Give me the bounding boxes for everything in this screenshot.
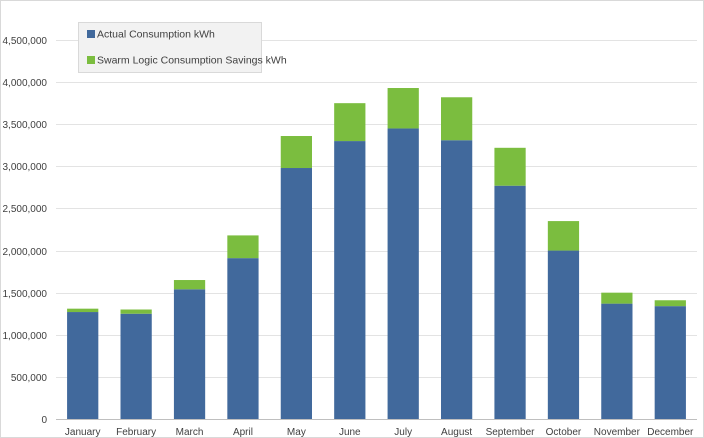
bar-savings-february: [120, 309, 152, 314]
bar-savings-may: [280, 136, 312, 169]
bar-actual-april: [227, 258, 259, 419]
x-tick-label: February: [116, 427, 156, 438]
bar-savings-june: [334, 103, 366, 142]
bar-actual-january: [67, 312, 99, 419]
bar-actual-october: [547, 250, 580, 419]
bar-actual-june: [334, 141, 366, 419]
bar-actual-february: [120, 313, 152, 419]
x-tick-label: July: [394, 427, 412, 438]
y-tick-label: 1,500,000: [3, 289, 48, 300]
bar-actual-september: [494, 185, 526, 419]
x-tick-label: May: [287, 427, 306, 438]
x-axis-tick-labels: January February March April May June July Augu…: [65, 427, 694, 438]
y-tick-label: 3,000,000: [3, 162, 48, 173]
y-tick-label: 4,500,000: [3, 36, 48, 47]
bar-savings-november: [601, 292, 633, 304]
legend-swatch-actual: [87, 30, 95, 38]
bars: [67, 88, 686, 419]
x-tick-label: October: [546, 427, 582, 438]
y-tick-label: 0: [41, 415, 47, 426]
x-tick-label: December: [647, 427, 694, 438]
bar-savings-october: [547, 221, 580, 251]
x-tick-label: March: [176, 427, 204, 438]
x-tick-label: September: [486, 427, 536, 438]
bar-savings-august: [441, 97, 473, 141]
x-tick-label: April: [233, 427, 253, 438]
bar-actual-november: [601, 303, 633, 419]
y-tick-label: 2,000,000: [3, 247, 48, 258]
bar-actual-may: [280, 168, 312, 419]
x-tick-label: November: [594, 427, 641, 438]
y-tick-label: 4,000,000: [3, 78, 48, 89]
bar-actual-march: [173, 289, 206, 419]
x-tick-label: January: [65, 427, 101, 438]
legend-box: [78, 22, 262, 73]
x-tick-label: August: [441, 427, 472, 438]
y-tick-label: 500,000: [11, 373, 48, 384]
legend-label-savings: Swarm Logic Consumption Savings kWh: [97, 55, 287, 67]
y-axis-tick-labels: 0 500,000 1,000,000 1,500,000 2,000,000 2,500…: [3, 36, 48, 426]
bar-savings-december: [654, 300, 686, 307]
bar-savings-july: [387, 88, 419, 129]
bar-actual-december: [654, 306, 686, 419]
y-tick-label: 1,000,000: [3, 331, 48, 342]
legend: Actual Consumption kWh Swarm Logic Consu…: [78, 22, 287, 73]
legend-label-actual: Actual Consumption kWh: [97, 29, 215, 41]
bar-actual-august: [441, 140, 473, 419]
y-tick-label: 3,500,000: [3, 120, 48, 131]
x-tick-label: June: [339, 427, 361, 438]
y-tick-label: 2,500,000: [3, 204, 48, 215]
bar-savings-march: [173, 280, 206, 290]
bar-actual-july: [387, 128, 419, 419]
bar-savings-april: [227, 235, 259, 259]
bar-savings-september: [494, 147, 526, 186]
legend-swatch-savings: [87, 56, 95, 64]
bar-savings-january: [67, 308, 99, 313]
